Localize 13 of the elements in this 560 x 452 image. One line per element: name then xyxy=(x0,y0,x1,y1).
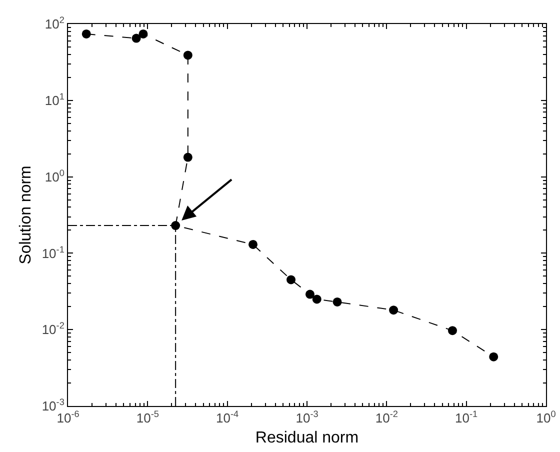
x-tick-label: 10$^{0}$ xyxy=(536,409,556,426)
x-tick-label: 10$^{-4}$ xyxy=(216,409,239,426)
y-tick-label: 10$^{-2}$ xyxy=(42,320,64,338)
x-tick-label: 10$^{-3}$ xyxy=(296,409,318,426)
y-tick-label: 10$^{2}$ xyxy=(44,15,64,32)
x-axis-title: Residual norm xyxy=(255,429,359,446)
y-tick-label: 10$^{-1}$ xyxy=(42,244,64,261)
x-tick-label: 10$^{-2}$ xyxy=(375,409,398,426)
y-axis-title: Solution norm xyxy=(18,166,35,264)
y-tick-label: 10$^{0}$ xyxy=(44,168,64,184)
x-tick-label: 10$^{-5}$ xyxy=(136,409,159,426)
x-tick-label: 10$^{-1}$ xyxy=(455,409,478,426)
y-tick-label: 10$^{1}$ xyxy=(44,91,64,108)
